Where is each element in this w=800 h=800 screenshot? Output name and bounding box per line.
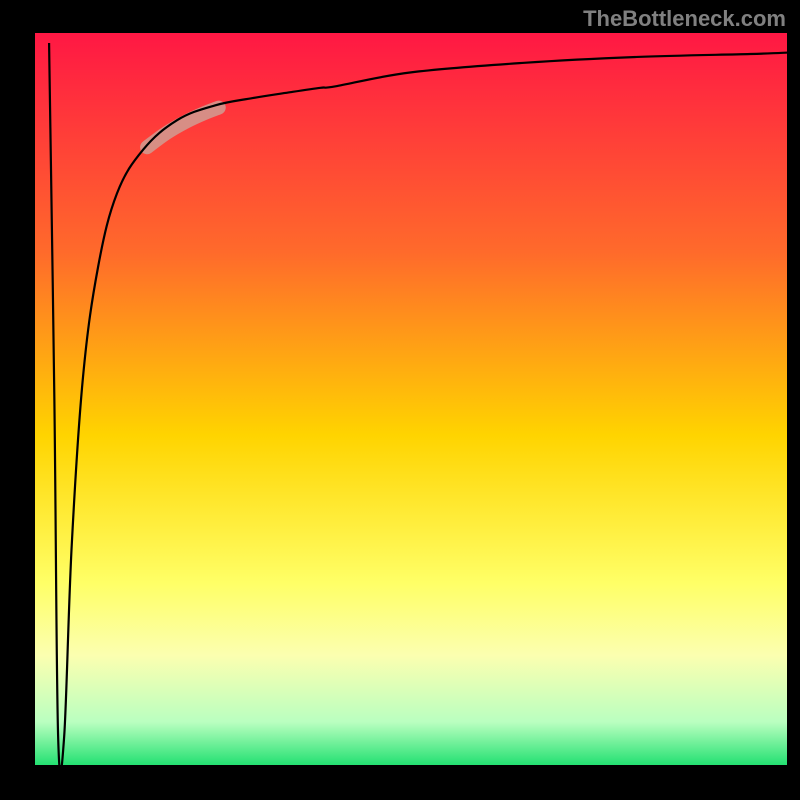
chart-container: TheBottleneck.com: [0, 0, 800, 800]
bottleneck-chart: [0, 0, 800, 800]
watermark-text: TheBottleneck.com: [583, 6, 786, 32]
